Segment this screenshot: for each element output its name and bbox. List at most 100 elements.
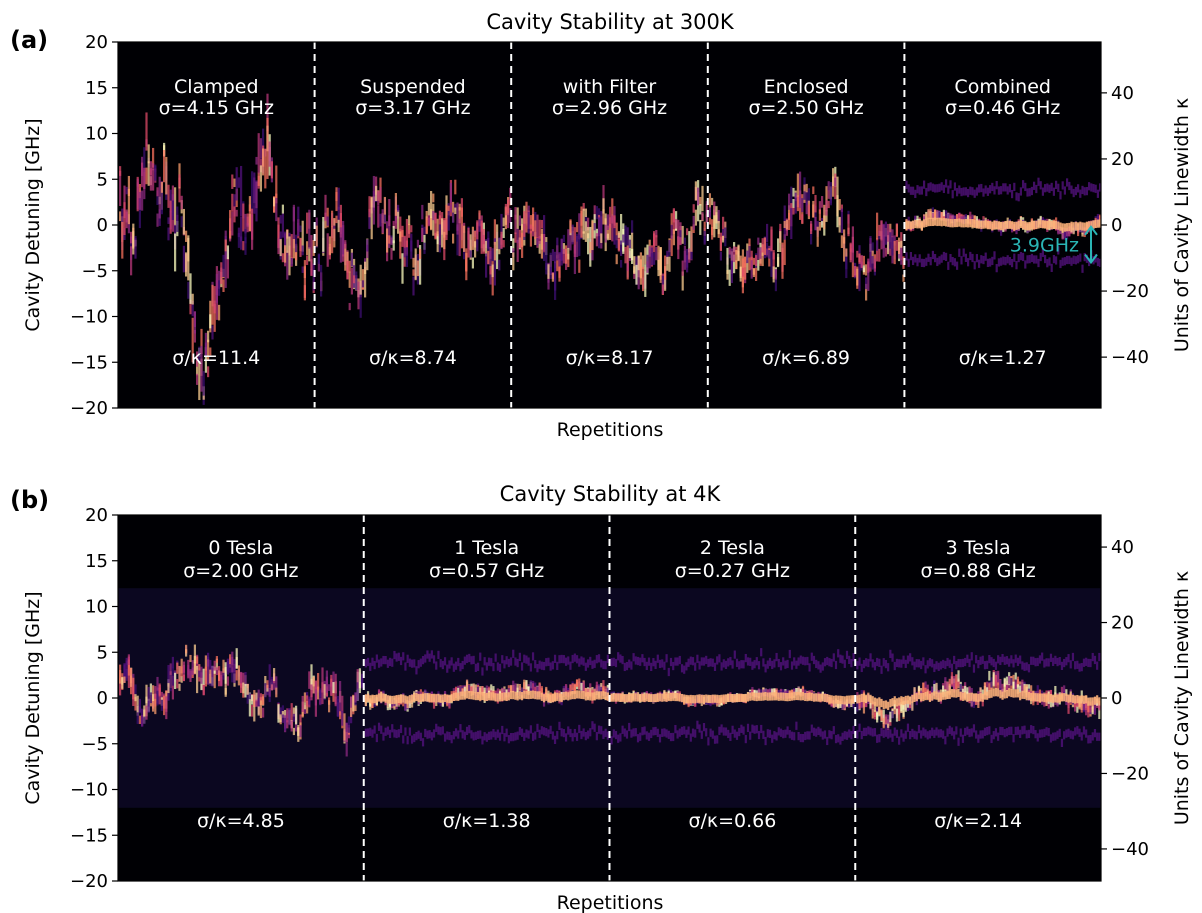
detuning-trace (545, 263, 548, 275)
central-trace (516, 692, 519, 701)
sideband-mark (1025, 730, 1028, 739)
sideband-mark (1044, 184, 1047, 193)
detuning-trace (335, 215, 338, 224)
central-trace (575, 690, 579, 699)
central-trace (871, 696, 874, 705)
detuning-trace (388, 697, 392, 710)
detuning-trace (275, 676, 278, 688)
sideband-mark (604, 728, 607, 737)
sideband-mark (972, 664, 976, 673)
central-trace (562, 692, 565, 701)
detuning-trace (119, 678, 122, 696)
detuning-trace (1057, 226, 1060, 235)
detuning-trace (496, 224, 499, 251)
sideband-mark (1008, 658, 1011, 667)
detuning-trace (218, 270, 221, 289)
detuning-trace (773, 688, 776, 696)
sideband-mark (683, 665, 686, 674)
detuning-trace (299, 225, 302, 233)
central-trace (1045, 694, 1048, 703)
central-trace (1026, 222, 1029, 231)
detuning-trace (906, 700, 910, 708)
sideband-mark (975, 655, 978, 664)
detuning-trace (493, 238, 496, 286)
detuning-trace (518, 229, 521, 249)
detuning-trace (226, 249, 229, 279)
central-trace (1090, 221, 1093, 230)
sideband-mark (663, 661, 666, 670)
sideband-mark (997, 732, 1000, 741)
detuning-trace (134, 696, 137, 711)
detuning-trace (626, 262, 629, 271)
detuning-trace (337, 206, 340, 228)
detuning-trace (536, 214, 539, 248)
detuning-trace (529, 231, 532, 247)
detuning-trace (847, 214, 850, 237)
sideband-mark (1036, 733, 1039, 742)
central-trace (958, 218, 961, 227)
sideband-mark (984, 185, 987, 194)
detuning-trace (728, 246, 731, 255)
detuning-trace (873, 258, 876, 272)
detuning-trace (856, 268, 859, 286)
detuning-trace (251, 171, 254, 214)
detuning-trace (688, 248, 691, 263)
sideband-mark (683, 726, 686, 735)
detuning-trace (386, 228, 389, 253)
sideband-mark (1002, 256, 1005, 265)
central-trace (421, 693, 425, 702)
sideband-mark (700, 730, 703, 739)
detuning-trace (125, 209, 128, 223)
detuning-trace (600, 211, 603, 234)
detuning-trace (322, 216, 325, 252)
detuning-trace (383, 214, 386, 223)
central-trace (912, 220, 915, 229)
detuning-trace (983, 682, 987, 696)
central-trace (939, 692, 943, 701)
detuning-trace (176, 206, 179, 232)
central-trace (962, 219, 965, 228)
detuning-trace (346, 260, 349, 280)
detuning-trace (419, 245, 422, 285)
detuning-trace (677, 219, 680, 240)
y-axis-label: Cavity Detuning [GHz] (22, 118, 44, 331)
detuning-trace (573, 683, 576, 694)
sideband-mark (602, 730, 605, 739)
detuning-trace (929, 208, 932, 216)
sideband-mark (520, 728, 524, 737)
central-trace (884, 700, 888, 709)
sideband-mark (490, 658, 493, 667)
sideband-mark (498, 663, 502, 673)
detuning-trace (447, 210, 450, 231)
detuning-trace (703, 221, 706, 236)
detuning-trace (447, 205, 450, 216)
sideband-mark (916, 185, 919, 194)
detuning-trace (865, 264, 868, 276)
detuning-trace (624, 225, 627, 237)
central-trace (1063, 693, 1066, 702)
detuning-trace (617, 231, 620, 238)
detuning-trace (523, 211, 526, 237)
sideband-mark (364, 659, 367, 668)
sideband-mark (656, 728, 659, 737)
central-trace (1060, 693, 1064, 702)
detuning-trace (290, 703, 293, 728)
sideband-mark (1083, 187, 1086, 196)
sideband-mark (364, 728, 367, 737)
central-trace (1034, 693, 1037, 702)
detuning-trace (694, 209, 697, 226)
sideband-mark (936, 184, 939, 193)
segment-sigma: σ=3.17 GHz (355, 97, 470, 119)
sideband-mark (1078, 728, 1081, 737)
detuning-trace (628, 239, 631, 249)
sideband-mark (804, 731, 807, 741)
detuning-trace (746, 250, 749, 264)
sideband-mark (680, 726, 684, 735)
detuning-trace (895, 708, 899, 722)
sideband-mark (393, 729, 396, 738)
detuning-trace (290, 720, 293, 732)
detuning-trace (405, 247, 408, 267)
detuning-trace (686, 228, 689, 236)
central-trace (806, 692, 809, 702)
